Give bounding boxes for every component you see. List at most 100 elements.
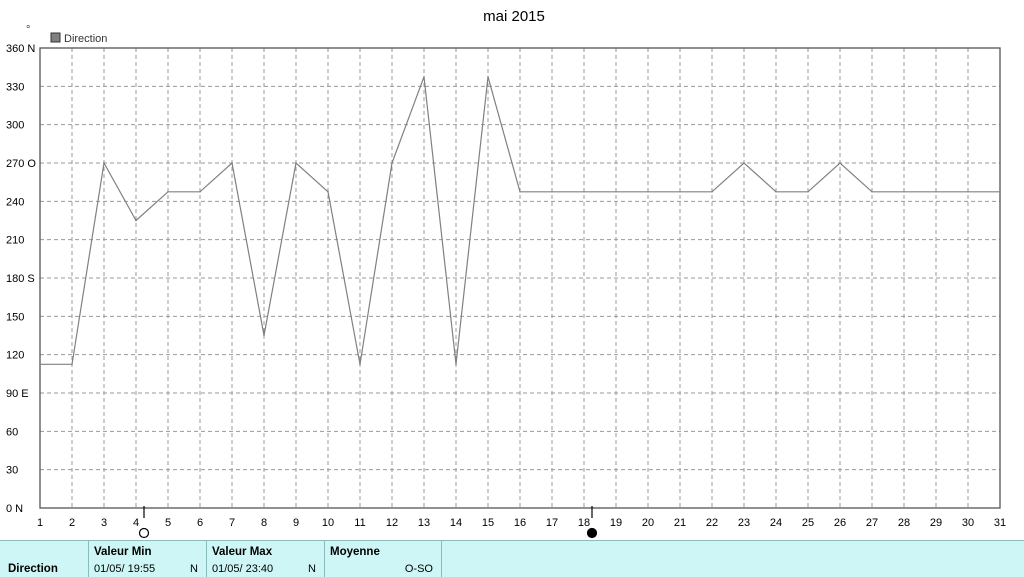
data-point [679,190,681,193]
x-tick-label: 6 [197,517,203,529]
x-tick-label: 17 [546,517,558,529]
min-header: Valeur Min [94,546,152,558]
x-tick-label: 5 [165,517,171,529]
y-tick-label: 60 [6,426,18,438]
x-tick-label: 4 [133,517,139,529]
y-tick-label: 240 [6,196,24,208]
data-point [807,190,809,193]
mean-value: O-SO [404,563,433,575]
y-tick-label: 150 [6,311,24,323]
data-point [935,190,937,193]
y-unit-label: ° [26,24,30,36]
data-point [615,190,617,193]
grid [40,48,1000,508]
data-point [583,190,585,193]
x-tick-label: 25 [802,517,814,529]
y-tick-label: 270 O [6,158,36,170]
y-tick-label: 330 [6,81,24,93]
data-point [199,190,201,193]
data-point [455,363,457,366]
x-tick-label: 21 [674,517,686,529]
data-point [967,190,969,193]
max-value: N [308,563,316,575]
legend-swatch [50,32,61,43]
data-point [839,162,841,164]
x-tick-label: 22 [706,517,718,529]
data-point [647,190,649,193]
x-tick-label: 12 [386,517,398,529]
mean-header: Moyenne [330,546,380,558]
plot-frame [39,47,1001,509]
data-point [295,162,297,164]
series-layer [39,75,1001,366]
x-tick-label: 9 [293,517,299,529]
data-point [775,190,777,193]
x-tick-label: 13 [418,517,430,529]
y-tick-label: 30 [6,465,18,477]
x-tick-label: 26 [834,517,846,529]
x-tick-label: 24 [770,517,782,529]
x-tick-label: 20 [642,517,654,529]
data-point [871,190,873,193]
max-date: 01/05/ 23:40 [212,563,274,575]
x-tick-label: 19 [610,517,622,529]
x-tick-label: 16 [514,517,526,529]
x-tick-label: 30 [962,517,974,529]
series-name: Direction [8,563,58,575]
data-point [391,162,393,164]
min-date: 01/05/ 19:55 [94,563,156,575]
x-tick-label: 1 [37,517,43,529]
full-moon-icon [138,527,150,539]
x-tick-label: 15 [482,517,494,529]
x-tick-label: 29 [930,517,942,529]
chart-title: mai 2015 [483,8,545,25]
x-tick-label: 11 [354,517,365,529]
y-tick-label: 120 [6,350,24,362]
x-tick-label: 31 [994,517,1006,529]
x-tick-label: 28 [898,517,910,529]
x-tick-label: 3 [101,517,107,529]
data-point [519,190,521,193]
data-point [551,190,553,193]
data-point [903,190,905,193]
legend-label: Direction [64,33,107,45]
x-tick-label: 18 [578,517,590,529]
data-point [999,190,1001,193]
x-tick-label: 7 [229,517,235,529]
x-tick-label: 2 [69,517,75,529]
max-header: Valeur Max [212,546,273,558]
x-tick-label: 23 [738,517,750,529]
y-tick-label: 210 [6,235,24,247]
data-point [71,363,73,366]
y-tick-label: 360 N [6,43,35,55]
y-tick-label: 0 N [6,503,23,515]
data-point [135,219,137,222]
data-point [103,162,105,164]
summary-footer: Direction Valeur Min 01/05/ 19:55 N Vale… [0,540,1024,577]
data-point [487,75,489,78]
mean-cell: Moyenne O-SO [325,541,442,577]
data-point [327,190,329,193]
series-name-cell: Direction [0,541,89,577]
y-tick-label: 90 E [6,388,29,400]
data-point [359,363,361,366]
data-point [231,162,233,164]
min-value: N [190,563,198,575]
new-moon-icon [586,527,598,539]
data-point [423,75,425,78]
min-cell: Valeur Min 01/05/ 19:55 N [89,541,207,577]
x-tick-label: 14 [450,517,462,529]
x-tick-label: 10 [322,517,334,529]
moon-markers [138,506,598,539]
data-point [711,190,713,193]
data-point [167,190,169,193]
data-point [39,363,41,366]
x-tick-label: 8 [261,517,267,529]
data-point [743,162,745,164]
y-tick-label: 300 [6,120,24,132]
max-cell: Valeur Max 01/05/ 23:40 N [207,541,325,577]
y-tick-label: 180 S [6,273,35,285]
data-point [263,334,265,337]
